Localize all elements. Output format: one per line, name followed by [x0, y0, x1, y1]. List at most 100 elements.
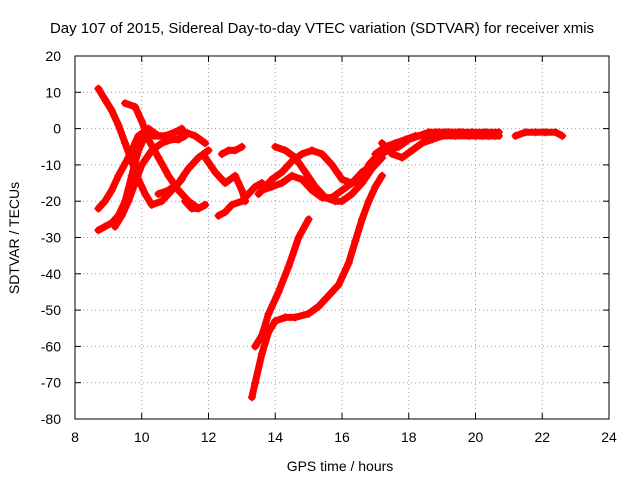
y-tick-label: -40: [41, 266, 61, 282]
data-point-marker: [101, 197, 110, 206]
data-point-marker: [227, 200, 236, 209]
data-point-marker: [94, 84, 103, 93]
data-series: [511, 128, 567, 140]
data-point-marker: [147, 200, 156, 209]
x-tick-label: 12: [201, 429, 217, 445]
data-point-marker: [511, 131, 520, 140]
data-point-marker: [237, 197, 246, 206]
data-point-marker: [257, 186, 266, 195]
data-point-marker: [174, 179, 183, 188]
data-point-marker: [251, 342, 260, 351]
data-point-marker: [121, 139, 130, 148]
x-tick-label: 14: [267, 429, 283, 445]
data-point-marker: [558, 131, 567, 140]
chart-title: Day 107 of 2015, Sidereal Day-to-day VTE…: [50, 20, 594, 37]
data-point-marker: [314, 302, 323, 311]
data-point-marker: [551, 128, 560, 137]
data-point-marker: [101, 95, 110, 104]
data-point-marker: [334, 280, 343, 289]
data-point-marker: [147, 146, 156, 155]
data-point-marker: [364, 197, 373, 206]
y-tick-label: -30: [41, 230, 61, 246]
data-point-marker: [224, 146, 233, 155]
series-trace: [121, 99, 209, 212]
data-point-marker: [157, 139, 166, 148]
data-point-marker: [491, 131, 500, 140]
x-tick-label: 16: [334, 429, 350, 445]
data-point-marker: [338, 175, 346, 184]
data-point-marker: [521, 128, 530, 137]
data-point-marker: [144, 124, 153, 133]
data-point-marker: [277, 168, 286, 177]
data-point-marker: [277, 179, 286, 188]
data-point-marker: [271, 142, 280, 151]
data-point-marker: [184, 164, 193, 173]
data-point-marker: [221, 179, 230, 188]
data-point-marker: [154, 153, 163, 162]
y-tick-label: 0: [53, 121, 61, 137]
data-point-marker: [358, 168, 367, 177]
data-point-marker: [358, 215, 367, 224]
data-point-marker: [324, 291, 333, 300]
data-point-marker: [388, 150, 397, 159]
data-point-marker: [214, 211, 223, 220]
data-point-marker: [378, 139, 387, 148]
data-point-marker: [244, 189, 253, 198]
data-point-marker: [181, 197, 190, 206]
data-point-marker: [271, 316, 280, 325]
data-point-marker: [267, 175, 276, 184]
data-point-marker: [121, 99, 130, 108]
data-point-marker: [297, 150, 306, 159]
data-point-marker: [391, 139, 400, 148]
x-tick-label: 22: [534, 429, 550, 445]
data-series: [371, 128, 503, 159]
data-point-marker: [201, 139, 210, 148]
data-point-marker: [191, 131, 200, 140]
y-tick-label: 10: [45, 84, 61, 100]
data-point-marker: [101, 222, 110, 231]
data-point-marker: [164, 186, 173, 195]
data-point-marker: [297, 175, 306, 184]
data-point-marker: [164, 171, 173, 180]
data-point-marker: [327, 193, 336, 202]
data-point-marker: [428, 135, 437, 144]
y-tick-label: -10: [41, 157, 61, 173]
data-point-marker: [237, 142, 246, 151]
data-point-marker: [338, 186, 346, 195]
data-point-marker: [114, 171, 123, 180]
data-series: [251, 215, 313, 351]
data-point-marker: [327, 160, 336, 169]
y-tick-label: -70: [41, 375, 61, 391]
data-point-marker: [264, 309, 273, 318]
data-point-marker: [107, 186, 116, 195]
data-point-marker: [398, 153, 407, 162]
data-point-marker: [141, 189, 150, 198]
data-point-marker: [231, 146, 240, 155]
data-series: [378, 131, 500, 162]
data-point-marker: [411, 131, 420, 140]
data-series: [247, 171, 387, 402]
data-point-marker: [134, 131, 143, 140]
series-trace: [248, 172, 386, 401]
data-series: [214, 179, 266, 220]
data-point-marker: [211, 168, 220, 177]
data-point-marker: [378, 171, 387, 180]
data-point-marker: [284, 262, 293, 271]
data-point-marker: [317, 193, 326, 202]
data-point-marker: [247, 393, 256, 402]
y-axis-label: SDTVAR / TECUs: [6, 182, 22, 294]
y-tick-label: -80: [41, 411, 61, 427]
data-series: [257, 160, 377, 202]
data-point-marker: [304, 215, 313, 224]
data-point-marker: [201, 200, 210, 209]
data-point-marker: [131, 179, 140, 188]
data-point-marker: [124, 153, 133, 162]
data-point-marker: [418, 139, 427, 148]
data-point-marker: [348, 179, 357, 188]
data-point-marker: [237, 186, 246, 195]
x-tick-label: 8: [71, 429, 79, 445]
data-points: [94, 84, 567, 402]
data-point-marker: [181, 131, 190, 140]
data-point-marker: [134, 146, 143, 155]
